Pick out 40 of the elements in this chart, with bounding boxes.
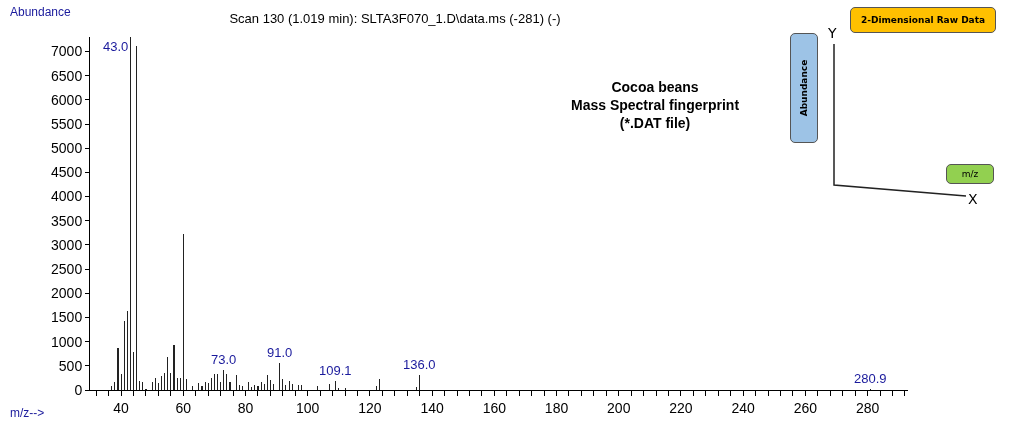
x-axis-title: m/z--> [10,406,45,420]
y-tick-label: 7000 [51,43,83,60]
y-tick-label: 6000 [51,91,83,108]
y-tick-label: 2000 [51,285,83,302]
y-tick-label: 4000 [51,188,83,205]
y-tick-label: 4500 [51,164,83,181]
annotation: 109.1 [319,363,352,378]
x-tick-label: 120 [358,399,382,416]
y-tick-label: 5000 [51,140,83,157]
y-tick-label: 3000 [51,236,83,253]
x-tick-label: 260 [793,399,818,416]
annotation: 280.9 [854,371,887,386]
annotation: 73.0 [211,352,237,367]
annotation: Y [828,25,837,41]
x-tick-label: 200 [607,399,631,416]
annotation: 43.0 [103,39,129,54]
y-axis-title: Abundance [10,5,72,19]
y-tick-label: 5500 [51,115,83,132]
x-tick-label: 240 [731,399,756,416]
y-tick-label: 1500 [51,309,83,326]
x-tick-label: 140 [420,399,445,416]
annotation: 91.0 [267,345,293,360]
y-tick-label: 2500 [51,261,83,278]
x-tick-label: 100 [296,399,320,416]
x-tick-label: 220 [669,399,693,416]
y-tick-label: 500 [58,357,83,374]
y-tick-label: 6500 [51,67,83,84]
y-tick-label: 3500 [51,212,83,229]
y-tick-label: 0 [74,381,83,398]
x-tick-label: 60 [175,399,192,416]
x-tick-label: 160 [482,399,507,416]
x-tick-label: 40 [113,399,130,416]
annotation: Cocoa beans Mass Spectral fingerprint (*.DAT file) [571,79,740,132]
x-tick-label: 180 [544,399,569,416]
y-tick-label: 1000 [51,333,83,350]
x-tick-label: 280 [855,399,880,416]
annotation: 136.0 [403,357,436,372]
x-tick-label: 80 [237,399,254,416]
chart-title: Scan 130 (1.019 min): SLTA3F070_1.D\data.ms (-281) (-) [229,10,561,26]
annotation: Abundance [799,59,809,117]
